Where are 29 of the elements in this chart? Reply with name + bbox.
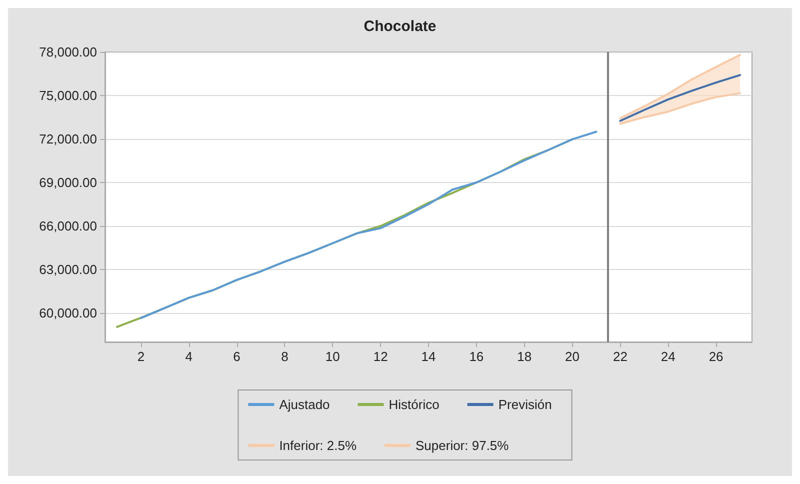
y-tick-label: 69,000.00 (39, 175, 97, 190)
y-tick-label: 78,000.00 (39, 44, 97, 60)
y-tick-label: 66,000.00 (39, 218, 97, 234)
x-tick-label: 12 (373, 349, 388, 364)
line-series (140, 130, 598, 320)
x-tick-label: 14 (421, 349, 436, 364)
x-tick-label: 22 (612, 349, 628, 364)
x-tick-label: 8 (281, 349, 288, 364)
legend-label: Superior: 97.5% (416, 438, 510, 453)
legend-label: Histórico (388, 397, 440, 412)
chart-title: Chocolate (364, 18, 436, 35)
y-tick-label: 63,000.00 (39, 262, 97, 277)
x-tick-label: 18 (517, 349, 532, 364)
legend-label: Previsión (498, 397, 552, 412)
x-tick-label: 6 (233, 349, 240, 364)
x-tick-label: 10 (325, 349, 340, 364)
x-tick-label: 16 (469, 349, 484, 364)
legend-label: Ajustado (279, 397, 330, 412)
x-tick-label: 4 (185, 349, 192, 364)
x-tick-label: 26 (708, 349, 724, 364)
x-tick-label: 20 (565, 349, 580, 364)
x-tick-label: 24 (660, 349, 676, 364)
y-tick-label: 60,000.00 (39, 306, 97, 320)
y-tick-label: 72,000.00 (39, 132, 97, 146)
line-series (619, 92, 742, 125)
x-tick-label: 2 (137, 349, 145, 364)
legend-label: Inferior: 2.5% (279, 438, 357, 453)
y-tick-label: 75,000.00 (39, 88, 97, 103)
line-series (619, 74, 742, 122)
